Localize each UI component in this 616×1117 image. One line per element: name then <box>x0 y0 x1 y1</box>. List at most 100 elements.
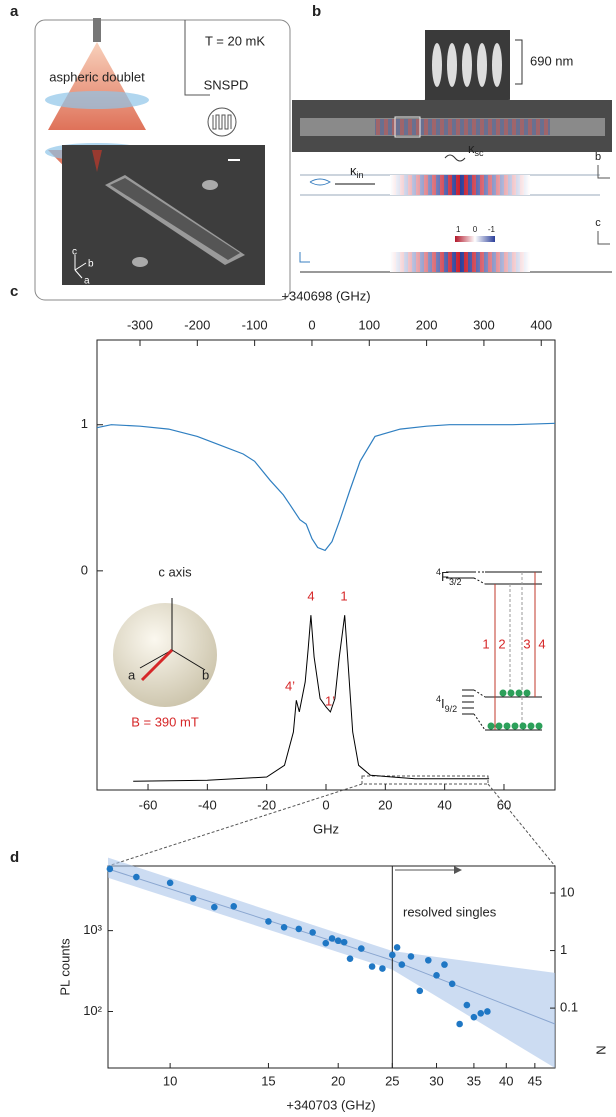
kappa: κ <box>468 141 475 156</box>
sup: 4 <box>436 694 441 704</box>
peak-label: 4’ <box>285 678 295 693</box>
x-tick-label: 0 <box>308 317 315 332</box>
populations <box>487 689 543 730</box>
sub: 9/2 <box>445 704 458 714</box>
x-tick-label: 40 <box>437 797 451 812</box>
x-tick-label: 400 <box>530 317 552 332</box>
mode-in <box>309 178 331 186</box>
x-tick-label: 15 <box>261 1073 275 1088</box>
y2-tick-label: 1 <box>560 942 567 957</box>
axis <box>139 649 173 669</box>
axis <box>597 165 610 179</box>
point <box>463 1001 471 1009</box>
point <box>456 1020 463 1028</box>
y-tick-label: 0 <box>81 562 88 577</box>
colorbar <box>455 236 495 242</box>
x-tick-label: 30 <box>429 1073 443 1088</box>
term: F <box>441 569 449 584</box>
point <box>334 937 342 945</box>
x-tick-label: 40 <box>499 1073 513 1088</box>
mode-fade <box>390 175 530 195</box>
point <box>441 961 448 968</box>
x-tick-label: 35 <box>467 1073 481 1088</box>
field-arrow <box>140 648 174 682</box>
point <box>265 918 272 925</box>
colorbar-label: -1 <box>488 225 496 234</box>
point <box>393 944 401 951</box>
level-label: 4I9/2 <box>436 694 457 714</box>
panel-label: d <box>10 849 19 866</box>
transitions <box>494 572 536 730</box>
zoom-line <box>487 783 556 867</box>
sup: 4 <box>436 567 441 577</box>
panel-d: d resolved singles <box>10 849 556 1069</box>
x-axis-title: +340698 (GHz) <box>281 288 370 303</box>
axis <box>171 649 206 671</box>
transition-label: 3 <box>523 636 530 651</box>
axis <box>74 269 83 279</box>
point <box>368 963 376 970</box>
x-tick-label: -40 <box>198 797 217 812</box>
point <box>340 938 348 946</box>
pit <box>202 180 218 190</box>
kappa-sub: in <box>357 170 364 180</box>
kappa: κ <box>350 163 357 178</box>
colorbar-label: 0 <box>473 225 478 234</box>
point <box>295 925 303 933</box>
detector-label: SNSPD <box>204 77 249 92</box>
kappa-in: κin <box>350 163 364 180</box>
zoom-box <box>361 775 489 785</box>
x-tick-label: 200 <box>416 317 438 332</box>
x-tick-label: 300 <box>473 317 495 332</box>
meander <box>212 114 232 130</box>
y-axis-title: PL counts <box>57 938 72 996</box>
x-axis-title: +340703 (GHz) <box>286 1097 375 1112</box>
point <box>189 895 197 902</box>
peak-label: 1 <box>340 588 347 603</box>
field-label: B = 390 mT <box>131 714 199 729</box>
transition-label: 1 <box>482 636 489 651</box>
x-tick-label: -60 <box>139 797 158 812</box>
inset-label: c axis <box>158 564 192 579</box>
axis-label: c <box>595 217 601 229</box>
point <box>280 923 288 931</box>
mode-in <box>299 252 310 263</box>
lens-label: aspheric doublet <box>49 69 145 84</box>
axis-label: c <box>72 247 77 258</box>
lens <box>45 91 149 109</box>
scale-label: 690 nm <box>530 53 573 68</box>
inset-label: b <box>202 667 209 682</box>
beam <box>48 42 146 130</box>
point <box>346 955 354 962</box>
zoom-box <box>394 116 421 138</box>
point <box>379 965 386 972</box>
panel-b: b 690 nm κin κsc b c 1 0 -1 <box>292 3 612 273</box>
point <box>448 980 456 988</box>
x-axis-title: GHz <box>313 821 339 836</box>
device <box>110 178 240 260</box>
y-tick-label: 1 <box>81 416 88 431</box>
axis-label: a <box>84 276 90 287</box>
level-label: 4F3/2 <box>436 567 461 587</box>
pit <box>132 257 148 267</box>
fit-band <box>108 857 555 1068</box>
y2-axis-title: N <box>594 1045 609 1054</box>
axis <box>74 262 87 271</box>
point <box>230 902 238 910</box>
y2-tick-label: 10 <box>560 884 574 899</box>
transition-label: 2 <box>498 636 505 651</box>
x-tick-label: 20 <box>378 797 392 812</box>
kappa-sc: κsc <box>468 141 484 158</box>
panel-a: a aspheric doublet T = 20 mK SNSPD c b a <box>10 3 291 301</box>
point <box>389 951 396 959</box>
point <box>358 945 365 952</box>
point <box>309 929 316 936</box>
beam <box>92 150 102 172</box>
x-tick-label: 20 <box>331 1073 345 1088</box>
zoom-line <box>107 783 363 867</box>
mode-fade <box>390 252 530 272</box>
point <box>133 873 140 881</box>
panel-c: c 4 1 4’ 1’ c axis a b B = 390 mT 4F3/2 … <box>10 283 556 867</box>
y-tick-label: 10² <box>83 1003 102 1018</box>
